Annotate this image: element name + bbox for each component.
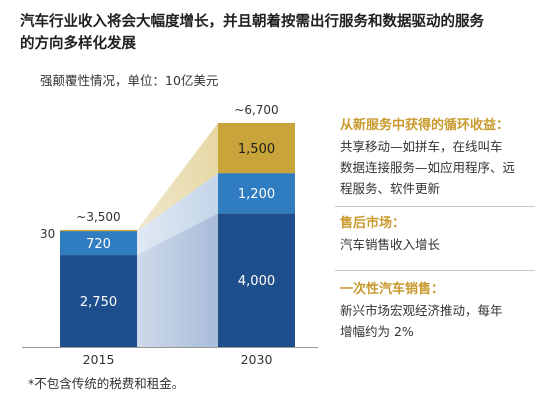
legend-onetime-line: 新兴市场宏观经济推动，每年 bbox=[340, 303, 503, 318]
bar-value-label: 720 bbox=[86, 237, 111, 252]
bar-segment-2015-1 bbox=[60, 255, 137, 347]
legend-recurring-line: 共享移动—如拼车，在线叫车 bbox=[340, 139, 503, 154]
recurring-2015-label: 30 bbox=[40, 227, 56, 241]
bar-segment-2030-2 bbox=[218, 173, 295, 214]
bar-value-label: 2,750 bbox=[80, 295, 117, 310]
legend-aftermarket: 售后市场： 汽车销售收入增长 bbox=[340, 214, 535, 255]
bar-total-label: ~6,700 bbox=[234, 103, 278, 117]
legend-recurring-heading: 从新服务中获得的循环收益： bbox=[340, 118, 510, 133]
bar-value-label: 4,000 bbox=[238, 274, 275, 289]
footnote: *不包含传统的税费和租金。 bbox=[28, 376, 185, 391]
bar-value-label: 1,500 bbox=[238, 142, 275, 157]
x-tick-label: 2015 bbox=[83, 352, 115, 367]
legend-onetime-heading: 一次性汽车销售： bbox=[340, 282, 445, 297]
legend-aftermarket-heading: 售后市场： bbox=[340, 216, 406, 231]
stacked-bar-chart: 2,750 4,000 720 1,200 1,500 ~3,500 ~6,700 2015 2… bbox=[22, 103, 318, 367]
page-title: 汽车行业收入将会大幅度增长，并且朝着按需出行服务和数据驱动的服务的方向多样化发展 bbox=[20, 14, 484, 52]
bar-total-label: ~3,500 bbox=[76, 210, 120, 224]
legend-divider bbox=[335, 206, 535, 207]
bar-segment-2015-3 bbox=[60, 229, 137, 232]
legend-onetime-line: 增幅约为 2% bbox=[340, 324, 414, 339]
connector-band-1 bbox=[137, 213, 218, 347]
legend-aftermarket-line: 汽车销售收入增长 bbox=[340, 237, 441, 252]
legend-recurring-line: 程服务、软件更新 bbox=[340, 181, 441, 196]
bar-value-label: 1,200 bbox=[238, 187, 275, 202]
legend-recurring-line: 数据连接服务—如应用程序、远 bbox=[340, 160, 516, 175]
legend-divider bbox=[335, 270, 535, 271]
connector-band-2 bbox=[137, 173, 218, 256]
bar-segment-2030-3 bbox=[218, 123, 295, 174]
x-tick-label: 2030 bbox=[241, 352, 273, 367]
connector-band-3 bbox=[137, 123, 218, 231]
chart-subtitle: 强颠覆性情况，单位：10亿美元 bbox=[40, 73, 219, 88]
legend-recurring: 从新服务中获得的循环收益： 共享移动—如拼车，在线叫车 数据连接服务—如应用程序… bbox=[340, 116, 535, 199]
bar-segment-2030-1 bbox=[218, 213, 295, 347]
bar-segment-2015-2 bbox=[60, 230, 137, 256]
legend-onetime: 一次性汽车销售： 新兴市场宏观经济推动，每年 增幅约为 2% bbox=[340, 280, 535, 342]
